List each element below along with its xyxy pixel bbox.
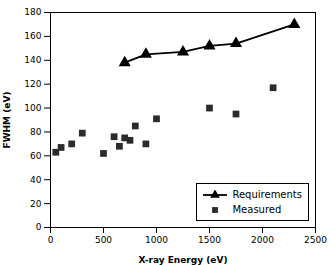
svg-text:40: 40: [30, 175, 42, 185]
svg-text:60: 60: [30, 151, 42, 161]
svg-text:20: 20: [30, 198, 42, 208]
svg-text:0: 0: [48, 235, 54, 245]
svg-text:120: 120: [24, 79, 41, 89]
svg-text:140: 140: [24, 55, 41, 65]
html-text:Requirements: Requirements: [232, 189, 302, 200]
svg-text:500: 500: [95, 235, 112, 245]
svg-text:1500: 1500: [198, 235, 221, 245]
svg-text:0: 0: [36, 222, 42, 232]
svg-text:180: 180: [24, 7, 41, 17]
svg-text:2500: 2500: [304, 235, 327, 245]
svg-text:FWHM (eV): FWHM (eV): [2, 92, 12, 149]
html-text:Measured: Measured: [232, 204, 282, 215]
svg-text:2000: 2000: [251, 235, 274, 245]
svg-text:80: 80: [30, 127, 42, 137]
svg-text:160: 160: [24, 31, 41, 41]
svg-text:100: 100: [24, 103, 41, 113]
svg-text:X-ray Energy (eV): X-ray Energy (eV): [138, 255, 227, 265]
svg-text:1000: 1000: [145, 235, 168, 245]
